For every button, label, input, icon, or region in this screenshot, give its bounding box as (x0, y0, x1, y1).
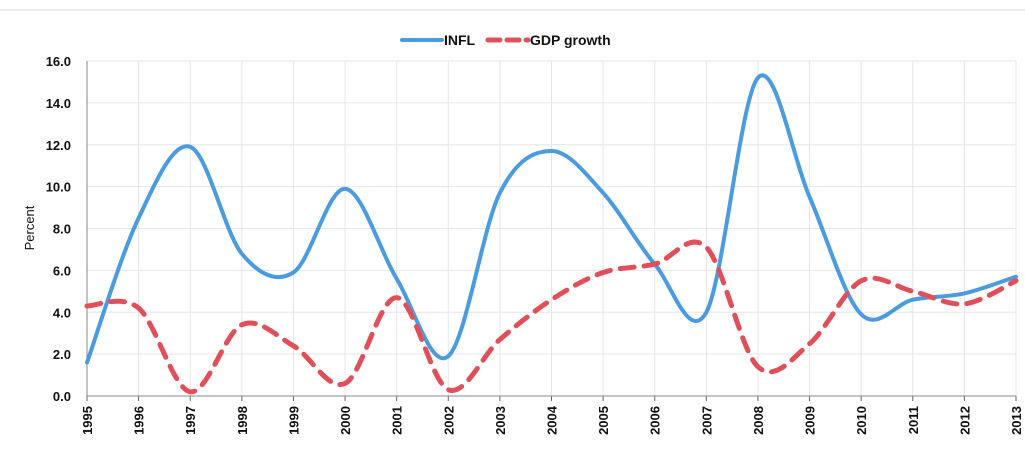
x-tick-label: 2010 (854, 406, 869, 435)
y-tick-label: 10.0 (46, 180, 71, 195)
x-tick-label: 1998 (235, 406, 250, 435)
legend: INFL GDP growth (400, 32, 611, 48)
y-tick-label: 0.0 (53, 389, 71, 404)
legend-label-gdp-growth: GDP growth (530, 32, 611, 48)
y-tick-label: 14.0 (46, 96, 71, 111)
x-tick-label: 2003 (493, 406, 508, 435)
series-lines (84, 73, 1019, 395)
series-line-infl (85, 73, 1018, 365)
y-tick-label: 16.0 (46, 54, 71, 69)
x-tick-label: 2009 (803, 406, 818, 435)
x-tick-label: 1999 (286, 406, 301, 435)
y-tick-label: 12.0 (46, 138, 71, 153)
y-axis-label: Percent (22, 205, 37, 250)
y-tick-label: 6.0 (53, 263, 71, 278)
x-tick-label: 2002 (441, 406, 456, 435)
x-tick-label: 2008 (751, 406, 766, 435)
x-tick-label: 2011 (906, 406, 921, 434)
y-tick-label: 2.0 (53, 347, 71, 362)
y-tick-label: 8.0 (53, 222, 71, 237)
x-tick-label: 1995 (80, 406, 95, 435)
axes: 0.0 2.0 4.0 6.0 8.0 10.0 12.0 14.0 16.0 1995 1996 1… (46, 54, 1024, 435)
series-line-gdp-growth (84, 239, 1019, 395)
x-tick-label: 2001 (390, 406, 405, 435)
x-tick-label: 2013 (1009, 406, 1024, 435)
x-tick-label: 2006 (648, 406, 663, 435)
x-tick-label: 1996 (132, 406, 147, 435)
x-tick-label: 2012 (957, 406, 972, 435)
y-tick-label: 4.0 (53, 305, 71, 320)
x-tick-label: 1997 (183, 406, 198, 435)
x-tick-label: 2007 (699, 406, 714, 435)
x-tick-label: 2005 (596, 406, 611, 435)
legend-label-infl: INFL (444, 32, 476, 48)
x-tick-label: 2000 (338, 406, 353, 435)
x-tick-label: 2004 (545, 405, 560, 435)
gridlines (86, 60, 1017, 396)
